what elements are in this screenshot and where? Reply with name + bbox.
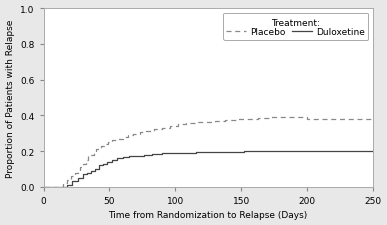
- X-axis label: Time from Randomization to Relapse (Days): Time from Randomization to Relapse (Days…: [109, 211, 308, 219]
- Y-axis label: Proportion of Patients with Relapse: Proportion of Patients with Relapse: [5, 19, 15, 177]
- Legend: Placebo, Duloxetine: Placebo, Duloxetine: [223, 14, 368, 40]
